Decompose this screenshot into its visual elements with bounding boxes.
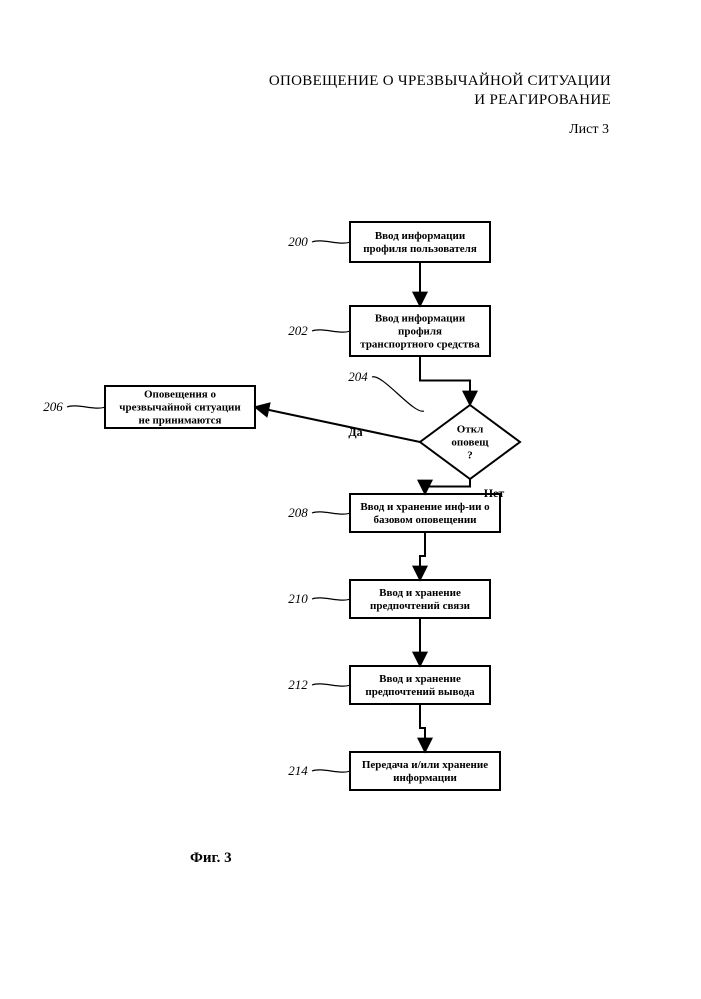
- svg-text:Да: Да: [348, 425, 362, 439]
- svg-text:200: 200: [288, 234, 308, 249]
- svg-text:чрезвычайной ситуации: чрезвычайной ситуации: [119, 402, 241, 414]
- svg-text:?: ?: [467, 450, 473, 462]
- svg-text:Ввод и хранение инф-ии о: Ввод и хранение инф-ии о: [360, 501, 490, 513]
- page: ОПОВЕЩЕНИЕ О ЧРЕЗВЫЧАЙНОЙ СИТУАЦИИ И РЕА…: [0, 0, 701, 999]
- svg-text:базовом оповещении: базовом оповещении: [373, 514, 477, 526]
- svg-text:206: 206: [43, 399, 63, 414]
- flowchart: Ввод информациипрофиля пользователя200Вв…: [0, 0, 701, 999]
- svg-text:208: 208: [288, 505, 308, 520]
- svg-text:предпочтений связи: предпочтений связи: [370, 600, 471, 612]
- svg-text:Нет: Нет: [484, 486, 505, 500]
- svg-text:214: 214: [288, 763, 308, 778]
- svg-text:Передача и/или хранение: Передача и/или хранение: [362, 759, 488, 771]
- svg-text:212: 212: [288, 677, 308, 692]
- svg-text:предпочтений вывода: предпочтений вывода: [365, 686, 475, 698]
- svg-text:оповещ: оповещ: [451, 437, 489, 449]
- svg-text:Откл: Откл: [457, 424, 483, 436]
- svg-text:202: 202: [288, 323, 308, 338]
- svg-text:204: 204: [348, 369, 368, 384]
- svg-text:210: 210: [288, 591, 308, 606]
- svg-text:профиля: профиля: [398, 326, 442, 338]
- svg-text:Оповещения о: Оповещения о: [144, 389, 216, 401]
- svg-text:информации: информации: [393, 772, 457, 784]
- svg-text:Ввод информации: Ввод информации: [375, 230, 466, 242]
- svg-text:транспортного средства: транспортного средства: [360, 339, 480, 351]
- svg-text:Ввод и хранение: Ввод и хранение: [379, 673, 461, 685]
- svg-text:Ввод и хранение: Ввод и хранение: [379, 587, 461, 599]
- svg-text:не принимаются: не принимаются: [139, 415, 222, 427]
- svg-text:Ввод информации: Ввод информации: [375, 313, 466, 325]
- svg-text:профиля пользователя: профиля пользователя: [363, 243, 477, 255]
